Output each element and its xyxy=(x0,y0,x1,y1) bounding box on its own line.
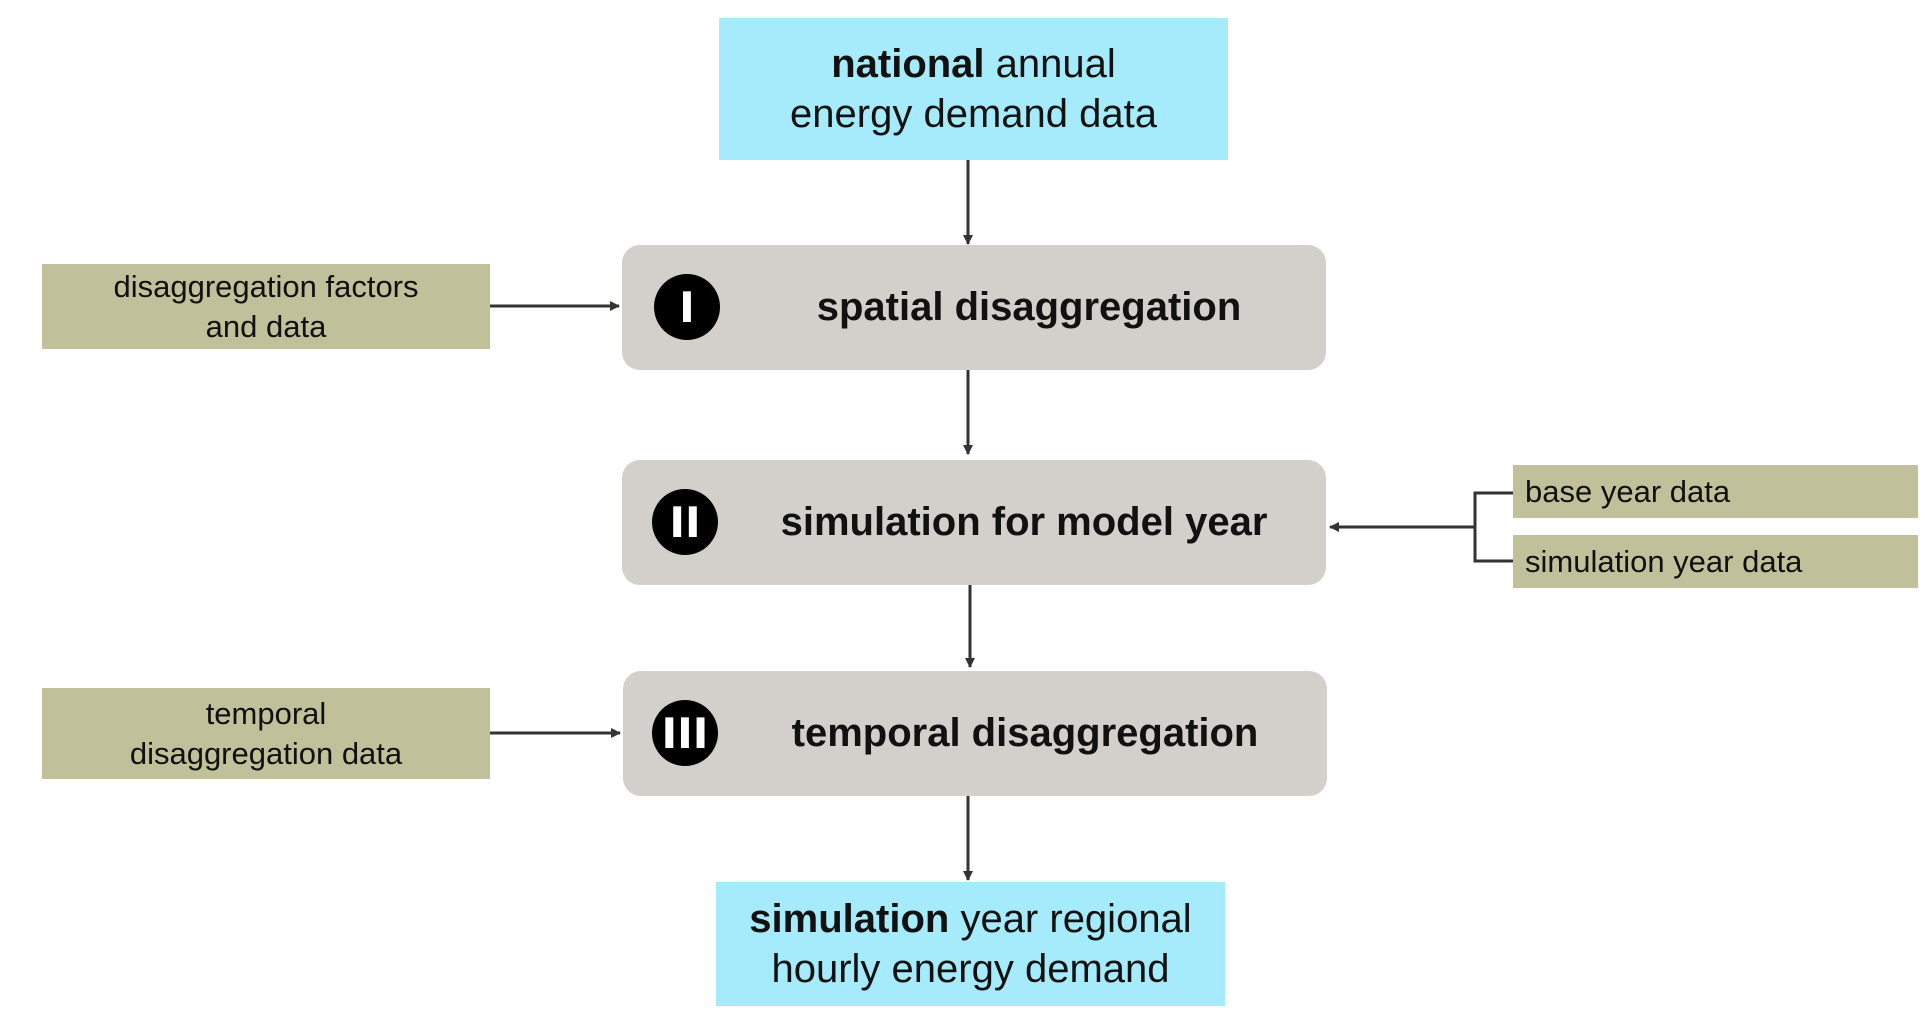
step-simulation-model-year: II simulation for model year xyxy=(622,460,1326,585)
national-demand-line2: energy demand data xyxy=(790,92,1157,136)
bracket-year-data xyxy=(1473,491,1513,563)
step-badge-ii: II xyxy=(652,489,718,555)
regional-demand-bold: simulation xyxy=(749,897,950,941)
regional-demand-line1: simulation year regional xyxy=(749,894,1191,944)
base-year-data-label: base year data xyxy=(1525,473,1731,509)
disaggregation-factors-line1: disaggregation factors xyxy=(113,268,419,304)
step-badge-i: I xyxy=(654,274,720,340)
national-demand-bold: national xyxy=(831,42,985,86)
input-disaggregation-factors: disaggregation factors and data xyxy=(42,264,490,349)
national-demand-box: national annual energy demand data xyxy=(719,18,1228,160)
input-base-year-data: base year data xyxy=(1513,465,1918,518)
disaggregation-factors-line2: and data xyxy=(205,308,327,344)
national-demand-line1: national annual xyxy=(831,39,1116,89)
regional-hourly-demand-box: simulation year regional hourly energy d… xyxy=(716,882,1225,1006)
simulation-year-data-label: simulation year data xyxy=(1525,543,1803,579)
step-badge-iii: III xyxy=(652,700,718,766)
input-simulation-year-data: simulation year data xyxy=(1513,535,1918,588)
national-demand-rest: annual xyxy=(984,42,1116,86)
step-temporal-disaggregation: III temporal disaggregation xyxy=(623,671,1327,796)
regional-demand-rest: year regional xyxy=(949,897,1192,941)
input-temporal-disaggregation-data: temporal disaggregation data xyxy=(42,688,490,779)
temporal-data-line2: disaggregation data xyxy=(129,735,403,771)
regional-demand-line2: hourly energy demand xyxy=(771,947,1170,991)
temporal-data-line1: temporal xyxy=(205,695,327,731)
step-spatial-disaggregation: I spatial disaggregation xyxy=(622,245,1326,370)
step-label-spatial: spatial disaggregation xyxy=(816,285,1242,329)
step-label-simulation: simulation for model year xyxy=(780,500,1268,544)
step-label-temporal: temporal disaggregation xyxy=(791,711,1259,755)
